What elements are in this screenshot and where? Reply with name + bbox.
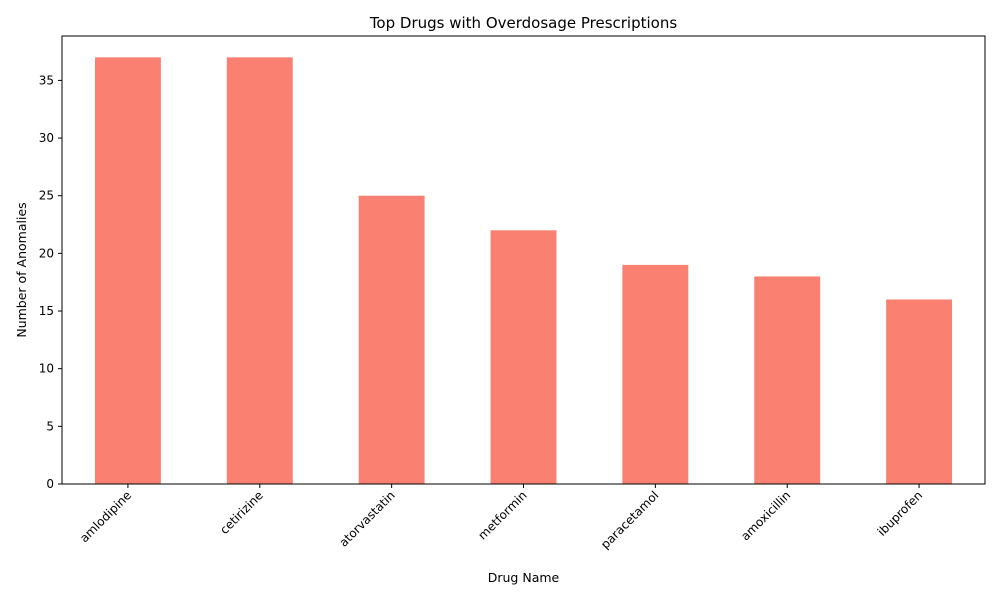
bars-group bbox=[94, 57, 953, 484]
y-axis: 0 5 10 15 20 25 30 35 bbox=[39, 73, 62, 491]
x-axis: amlodipine cetirizine atorvastatin metformi… bbox=[77, 484, 925, 552]
x-tick-label-metformin: metformin bbox=[475, 488, 529, 542]
x-tick-label-ibuprofen: ibuprofen bbox=[875, 488, 925, 538]
y-axis-label: Number of Anomalies bbox=[14, 202, 29, 337]
y-tick-label: 25 bbox=[39, 189, 54, 203]
plot-frame bbox=[61, 35, 986, 485]
x-axis-label: Drug Name bbox=[488, 570, 560, 585]
bar-metformin bbox=[490, 230, 557, 484]
y-tick-label: 20 bbox=[39, 246, 54, 260]
bar-paracetamol bbox=[622, 264, 689, 484]
x-tick-label-paracetamol: paracetamol bbox=[598, 488, 661, 551]
y-tick-label: 30 bbox=[39, 131, 54, 145]
x-tick-label-amlodipine: amlodipine bbox=[77, 488, 134, 545]
y-tick-label: 0 bbox=[46, 477, 54, 491]
bar-atorvastatin bbox=[358, 195, 425, 484]
x-tick-label-cetirizine: cetirizine bbox=[217, 488, 266, 537]
y-tick-label: 5 bbox=[46, 419, 54, 433]
bar-amoxicillin bbox=[754, 276, 821, 484]
bar-ibuprofen bbox=[886, 299, 953, 484]
bar-cetirizine bbox=[226, 57, 293, 484]
x-tick-label-atorvastatin: atorvastatin bbox=[336, 488, 397, 549]
y-tick-label: 35 bbox=[39, 73, 54, 87]
y-tick-label: 10 bbox=[39, 362, 54, 376]
chart-title: Top Drugs with Overdosage Prescriptions bbox=[369, 14, 678, 32]
y-tick-label: 15 bbox=[39, 304, 54, 318]
bar-amlodipine bbox=[94, 57, 161, 484]
x-tick-label-amoxicillin: amoxicillin bbox=[738, 488, 793, 543]
